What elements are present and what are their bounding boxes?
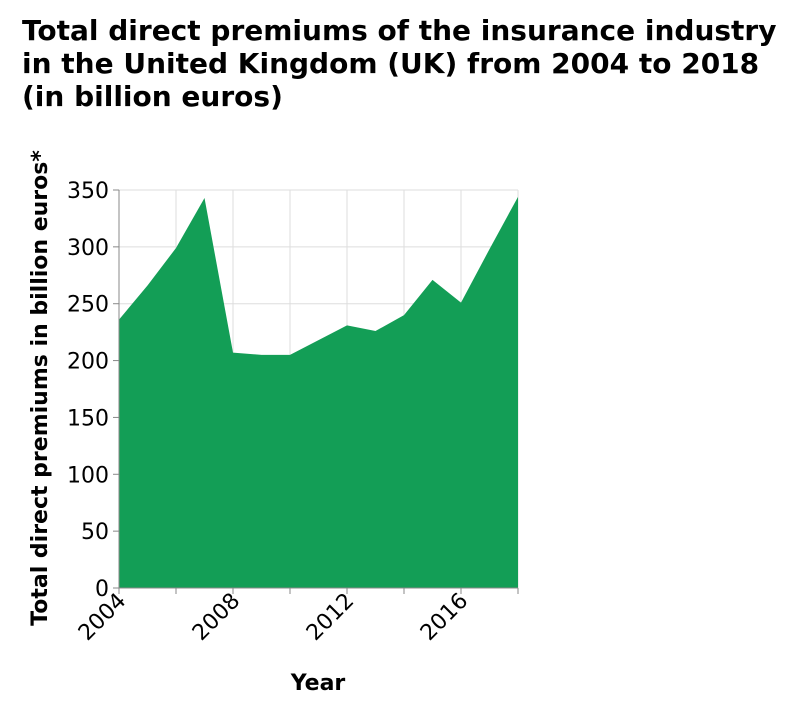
y-tick-label: 200 <box>67 350 109 375</box>
y-tick-label: 100 <box>67 463 109 488</box>
y-tick-label: 0 <box>95 577 109 602</box>
y-tick-label: 350 <box>67 179 109 204</box>
area-series <box>119 196 518 588</box>
x-tick-labels: 2004 2008 2012 2016 <box>74 589 473 646</box>
y-tick-label: 150 <box>67 406 109 431</box>
axes <box>113 189 519 594</box>
y-tick-label: 300 <box>67 236 109 261</box>
y-tick-labels: 0 50 100 150 200 250 300 350 <box>67 179 109 602</box>
x-tick-label: 2008 <box>188 589 245 646</box>
x-axis-label: Year <box>290 671 346 696</box>
y-tick-label: 250 <box>67 293 109 318</box>
x-tick-label: 2012 <box>302 589 359 646</box>
chart-title: Total direct premiums of the insurance i… <box>22 14 777 113</box>
y-tick-label: 50 <box>81 520 109 545</box>
x-tick-label: 2016 <box>416 589 473 646</box>
y-axis-label: Total direct premiums in billion euros* <box>28 150 53 626</box>
